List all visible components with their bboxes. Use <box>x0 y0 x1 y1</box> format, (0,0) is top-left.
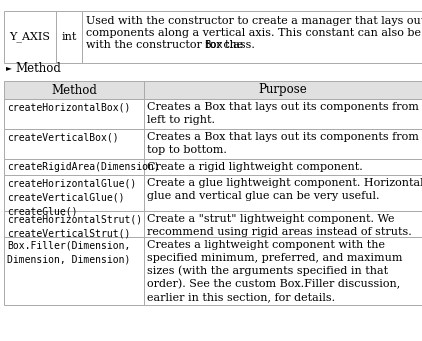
Text: createHorizontalStrut()
createVerticalStrut(): createHorizontalStrut() createVerticalSt… <box>7 214 142 238</box>
Bar <box>144 237 422 305</box>
Bar <box>4 175 144 211</box>
Bar <box>144 175 422 211</box>
Bar <box>144 81 422 99</box>
Bar <box>4 129 144 159</box>
Bar <box>4 81 144 99</box>
Text: Creates a Box that lays out its components from
top to bottom.: Creates a Box that lays out its componen… <box>147 132 419 155</box>
Text: Method: Method <box>51 84 97 97</box>
Text: ►: ► <box>6 63 12 73</box>
Bar <box>4 99 144 129</box>
Text: Box.Filler(Dimension,
Dimension, Dimension): Box.Filler(Dimension, Dimension, Dimensi… <box>7 240 130 264</box>
Bar <box>144 129 422 159</box>
Text: components along a vertical axis. This constant can also be used: components along a vertical axis. This c… <box>86 28 422 38</box>
Text: createHorizontalGlue()
createVerticalGlue()
createGlue(): createHorizontalGlue() createVerticalGlu… <box>7 178 136 216</box>
Text: Creates a lightweight component with the
specified minimum, preferred, and maxim: Creates a lightweight component with the… <box>147 240 403 302</box>
Bar <box>4 159 144 175</box>
Bar <box>4 237 144 305</box>
Text: createHorizontalBox(): createHorizontalBox() <box>7 102 130 112</box>
Text: Y_AXIS: Y_AXIS <box>10 32 51 42</box>
Text: Box: Box <box>204 40 223 50</box>
Bar <box>4 11 56 63</box>
Text: int: int <box>61 32 77 42</box>
Text: with the constructor for the: with the constructor for the <box>86 40 247 50</box>
Text: createVerticalBox(): createVerticalBox() <box>7 132 119 142</box>
Text: Creates a Box that lays out its components from
left to right.: Creates a Box that lays out its componen… <box>147 102 419 125</box>
Bar <box>4 211 144 237</box>
Text: class.: class. <box>220 40 255 50</box>
Text: Create a glue lightweight component. Horizontal
glue and vertical glue can be ve: Create a glue lightweight component. Hor… <box>147 178 422 201</box>
Text: Method: Method <box>15 61 61 74</box>
Text: Create a "strut" lightweight component. We
recommend using rigid areas instead o: Create a "strut" lightweight component. … <box>147 214 412 237</box>
Bar <box>144 211 422 237</box>
Bar <box>144 99 422 129</box>
Text: Used with the constructor to create a manager that lays out: Used with the constructor to create a ma… <box>86 16 422 26</box>
Bar <box>144 159 422 175</box>
Bar <box>56 11 82 63</box>
Bar <box>82 11 422 63</box>
Text: Purpose: Purpose <box>259 84 307 97</box>
Text: Create a rigid lightweight component.: Create a rigid lightweight component. <box>147 162 363 172</box>
Text: createRigidArea(Dimension): createRigidArea(Dimension) <box>7 162 160 172</box>
